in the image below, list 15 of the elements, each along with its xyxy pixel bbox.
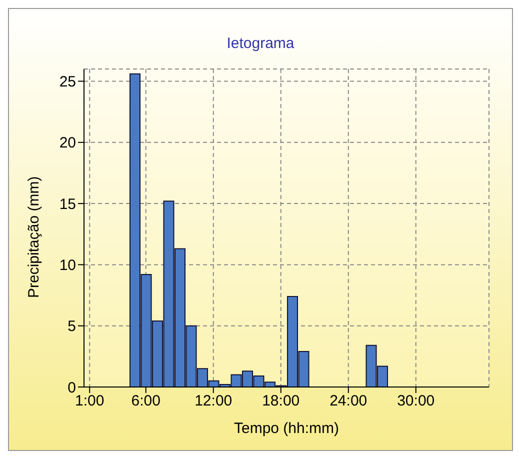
x-tick-label: 1:00 xyxy=(75,392,104,410)
x-tick-label: 6:00 xyxy=(131,392,160,410)
chart-title: Ietograma xyxy=(226,34,296,54)
y-axis-title: Precipitação (mm) xyxy=(25,176,42,298)
y-tick-label: 0 xyxy=(68,379,76,396)
y-tick-label: 5 xyxy=(68,318,76,336)
x-tick-label: 18:00 xyxy=(262,392,300,410)
y-tick-label: 10 xyxy=(59,257,76,274)
y-tick-label: 20 xyxy=(59,134,76,152)
x-axis-title: Tempo (hh:mm) xyxy=(234,420,340,437)
x-tick-label: 12:00 xyxy=(194,392,232,410)
x-tick-label: 30:00 xyxy=(397,392,435,410)
x-tick-label: 24:00 xyxy=(330,392,368,410)
y-tick-label: 15 xyxy=(59,196,76,213)
y-tick-label: 25 xyxy=(59,74,76,91)
